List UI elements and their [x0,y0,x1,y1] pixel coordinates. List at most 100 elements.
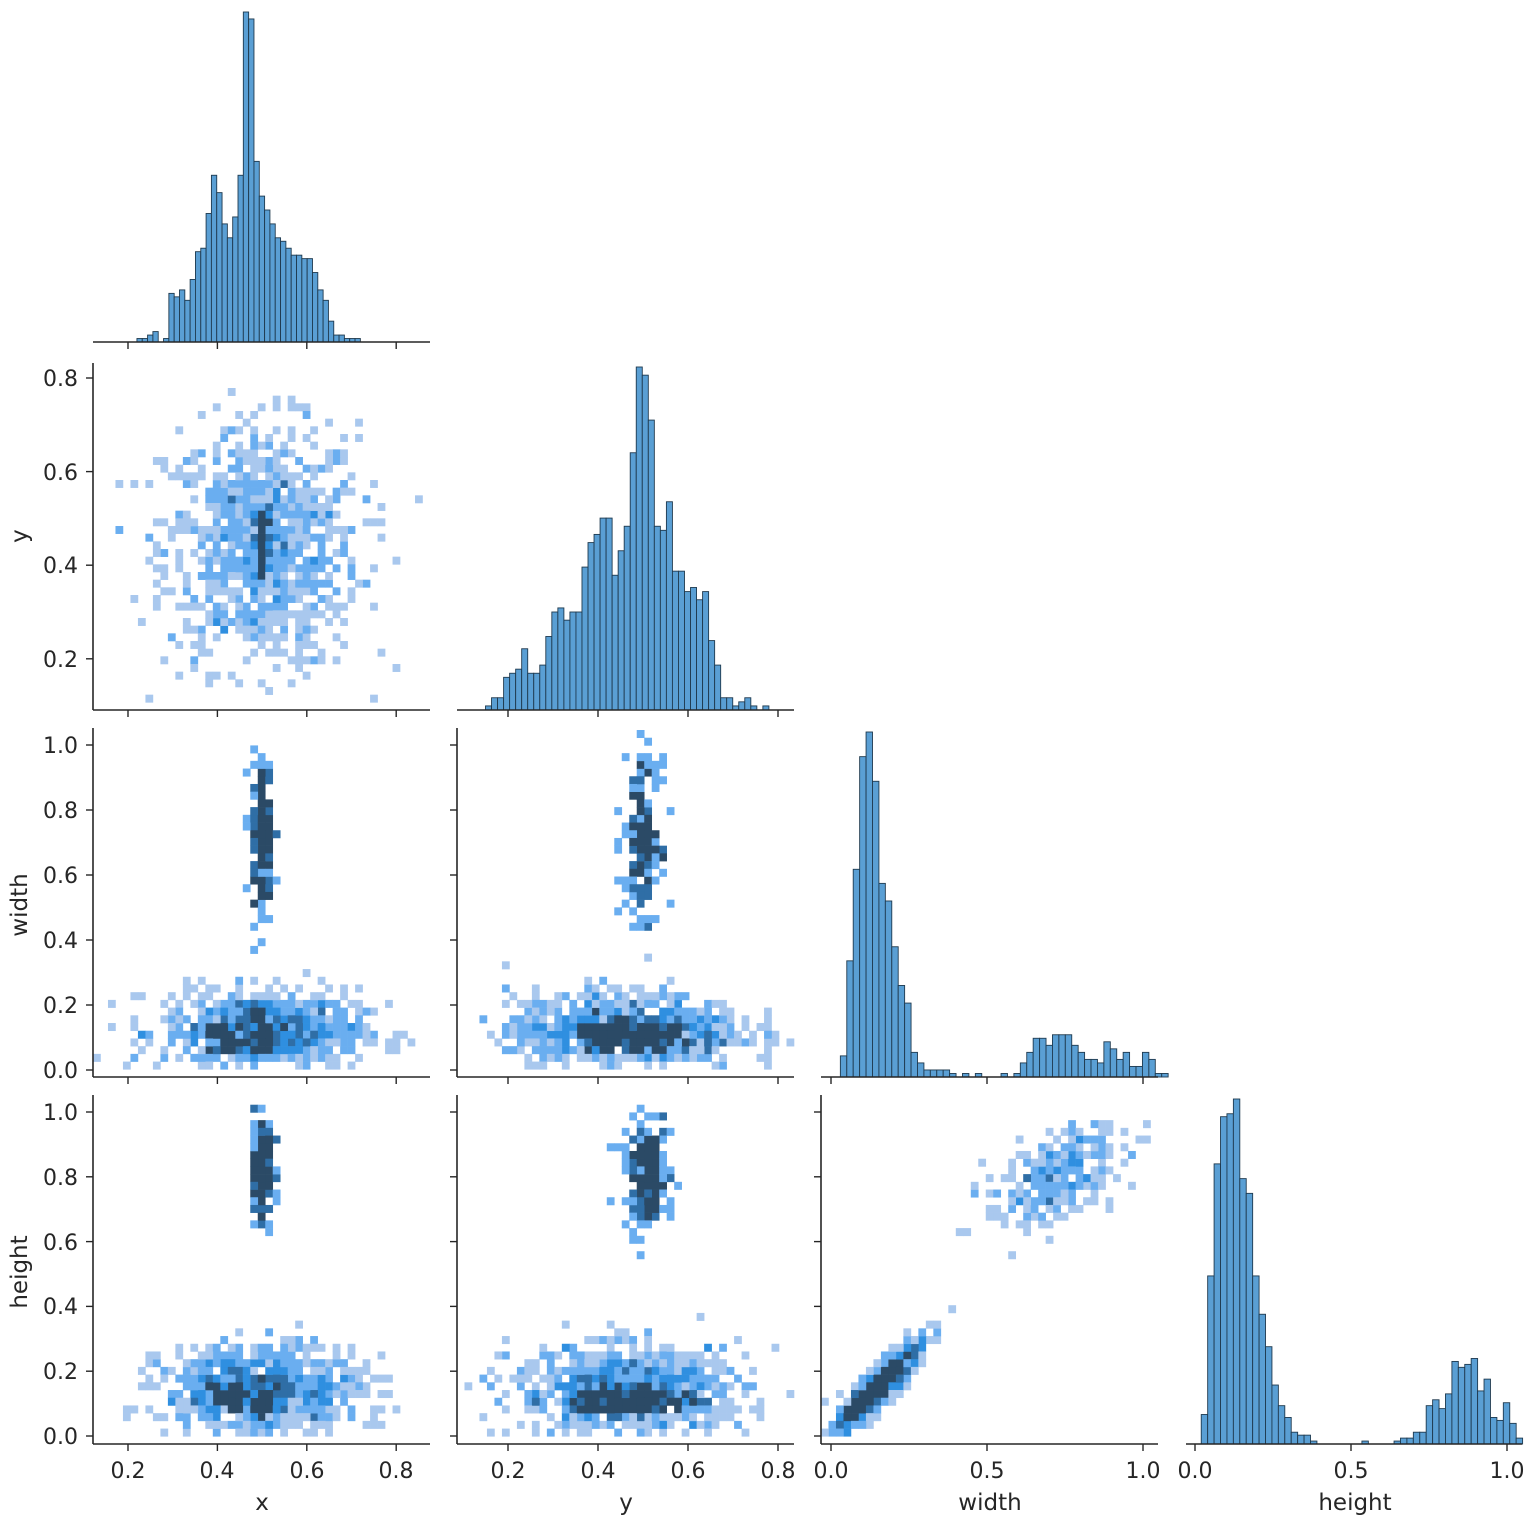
heatmap-bin [242,526,251,534]
heatmap-bin [629,822,638,831]
heatmap-bin [175,556,184,565]
heatmap-bin [295,1320,303,1329]
heatmap-bin [250,1428,259,1437]
heatmap-bin [501,1390,510,1399]
heatmap-bin [257,487,266,496]
heatmap-bin [130,1023,139,1032]
heatmap-bin [190,984,199,993]
heatmap-bin [347,1374,356,1383]
heatmap-bin [539,1007,548,1016]
heatmap-bin [220,1405,229,1414]
heatmap-bin [332,1038,341,1047]
heatmap-bin [666,1397,675,1406]
heatmap-bin [287,656,296,665]
heatmap-bin [539,1397,548,1406]
heatmap-bin [644,1397,653,1406]
heatmap-bin [644,768,653,777]
heatmap-bin [591,1015,600,1024]
heatmap-bin [599,1023,608,1032]
heatmap-bin [531,1007,540,1016]
heatmap-bin [546,1359,555,1368]
heatmap-bin [501,999,510,1008]
heatmap-bin [644,799,653,808]
heatmap-bin [629,830,638,839]
heatmap-bin [250,807,259,816]
heatmap-bin [1038,1189,1046,1198]
heatmap-bin [636,753,645,762]
heatmap-bin [666,1166,675,1175]
heatmap-bin [197,1046,206,1055]
heatmap-bin [689,1046,697,1055]
heatmap-bin [651,1366,660,1375]
heatmap-bin [674,1382,682,1391]
heatmap-bin [227,1390,236,1399]
heatmap-bin [591,1023,600,1032]
heatmap-bin [250,625,259,634]
heatmap-bin [629,1189,638,1198]
heatmap-bin [310,579,318,588]
heatmap-bin [280,1015,289,1024]
heatmap-bin [235,1366,244,1375]
heatmap-bin [145,1405,154,1414]
heatmap-bin [696,1046,705,1055]
heatmap-bin [659,1150,667,1159]
heatmap-bin [295,1061,303,1070]
heatmap-bin [561,1061,570,1070]
heatmap-bin [629,907,638,916]
heatmap-bin [644,884,653,893]
heatmap-bin [606,1197,615,1206]
heatmap-bin [516,1420,525,1429]
heatmap-bin [726,1015,735,1024]
heatmap-bin [175,1030,184,1039]
heatmap-bin [212,1413,221,1422]
heatmap-bin [242,480,251,488]
heatmap-bin [629,922,638,931]
heatmap-bin [479,1374,488,1383]
heatmap-bin [250,1061,259,1070]
heatmap-bin [584,1359,593,1368]
heatmap-bin [235,976,244,985]
heatmap-bin [265,1150,274,1159]
heatmap-bin [317,1343,326,1352]
heatmap-bin [591,1030,600,1039]
heatmap-bin [531,984,540,993]
heatmap-bin [636,1038,645,1047]
heatmap-bin [659,1023,667,1032]
heatmap-bin [1038,1166,1046,1175]
heatmap-bin [644,1023,653,1032]
heatmap-bin [317,541,326,550]
heatmap-bin [711,1359,720,1368]
heatmap-bin [272,572,281,580]
heatmap-bin [332,633,341,642]
heatmap-bin [569,1390,578,1399]
heatmap-bin [651,1382,660,1391]
heatmap-bin [235,595,244,603]
heatmap-bin [1075,1166,1084,1175]
heatmap-bin [392,1405,401,1414]
heatmap-bin [734,1038,742,1047]
heatmap-bin [584,1015,593,1024]
heatmap-bin [302,1413,311,1422]
heatmap-bin [227,1030,236,1039]
heatmap-bin [190,656,199,665]
heatmap-bin [659,1189,667,1198]
heatmap-bin [569,1015,578,1024]
heatmap-bin [265,1174,274,1183]
heatmap-bin [182,1382,191,1391]
heatmap-bin [696,1374,705,1383]
heatmap-bin [636,1374,645,1383]
heatmap-bin [531,1366,540,1375]
heatmap-bin [287,472,296,481]
histogram-bar [290,254,297,343]
heatmap-bin [651,1174,660,1183]
heatmap-bin [509,1030,518,1039]
heatmap-bin [257,1007,266,1016]
histogram-bar [1039,1037,1047,1078]
heatmap-bin [182,1428,191,1437]
heatmap-bin [576,1046,585,1055]
heatmap-bin [265,648,274,657]
heatmap-bin [644,992,653,1001]
heatmap-bin [250,791,259,800]
heatmap-bin [265,853,274,862]
heatmap-bin [636,1359,645,1368]
